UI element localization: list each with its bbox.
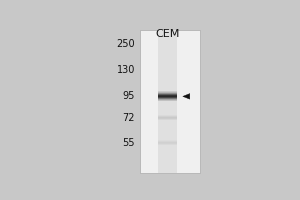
- Polygon shape: [183, 94, 190, 99]
- Text: 72: 72: [123, 113, 135, 123]
- Text: 130: 130: [117, 65, 135, 75]
- Text: 95: 95: [123, 91, 135, 101]
- Bar: [140, 30, 200, 173]
- Text: 55: 55: [123, 138, 135, 148]
- Text: CEM: CEM: [155, 29, 180, 39]
- Text: 250: 250: [116, 39, 135, 49]
- Bar: [158, 30, 177, 173]
